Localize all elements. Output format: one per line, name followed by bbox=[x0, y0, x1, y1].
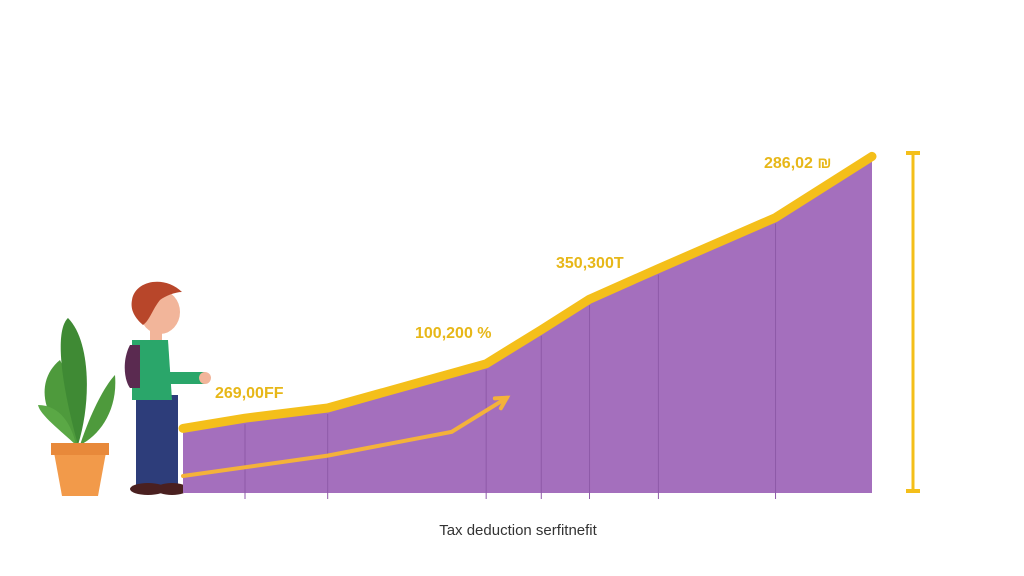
area bbox=[183, 156, 872, 493]
trend-arrow bbox=[181, 395, 509, 478]
line bbox=[178, 151, 877, 433]
annotation: 100,200 % bbox=[415, 325, 492, 342]
annotation: 350,300T bbox=[556, 255, 624, 272]
arrow-head bbox=[492, 395, 511, 411]
annotation: 286,02 ₪ bbox=[764, 155, 832, 172]
plant bbox=[38, 318, 116, 496]
plot bbox=[178, 151, 877, 499]
annotation: 269,00FF bbox=[215, 385, 284, 402]
x-axis-label: Tax deduction serfitnefit bbox=[439, 522, 597, 539]
range-bar bbox=[906, 151, 920, 493]
person bbox=[124, 281, 211, 495]
